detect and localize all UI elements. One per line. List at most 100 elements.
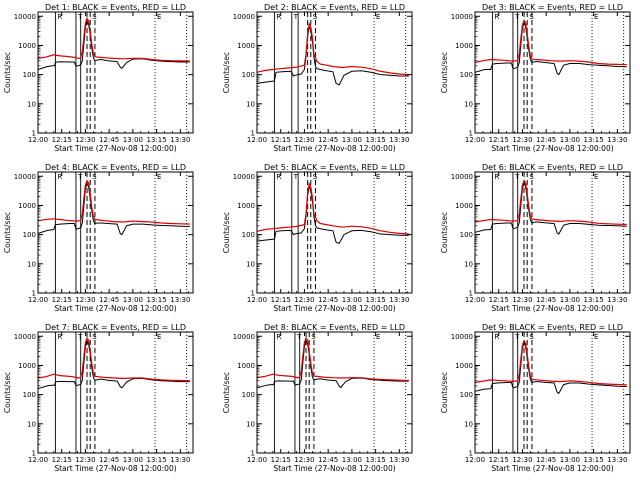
x-axis-label: Start Time (27-Nov-08 12:00:00)	[54, 304, 176, 313]
x-tick-label: 12:30	[512, 136, 532, 144]
x-tick-label: 12:45	[318, 456, 338, 464]
x-tick-label: 12:30	[294, 296, 314, 304]
marker-e: E	[376, 333, 380, 341]
y-tick-label: 100	[460, 231, 473, 239]
y-axis-label: Counts/sec	[3, 212, 12, 253]
y-axis-label: Counts/sec	[440, 372, 449, 413]
y-tick-label: 100	[242, 391, 255, 399]
plot-frame	[37, 171, 194, 294]
y-tick-label: 1000	[455, 42, 473, 50]
x-tick-label: 13:15	[366, 456, 386, 464]
x-axis-label: Start Time (27-Nov-08 12:00:00)	[273, 464, 395, 473]
chart-title: Det 6: BLACK = Events, RED = LLD	[482, 163, 623, 172]
y-axis-label: Counts/sec	[222, 52, 231, 93]
marker-r: R	[276, 13, 281, 21]
x-tick-label: 13:15	[147, 296, 167, 304]
chart-panel-5: R T S E 12:00 12:15 12:30 12:45 13:00 13:15 13:30 1…	[222, 163, 413, 313]
plot-frame	[474, 171, 631, 294]
marker-t: T	[514, 333, 520, 341]
chart-panel-4: R T S E 12:00 12:15 12:30 12:45 13:00 13:15 13:30 1…	[3, 163, 194, 313]
marker-s: S	[529, 333, 534, 341]
x-tick-label: 12:00	[465, 136, 485, 144]
x-tick-label: 13:30	[170, 456, 190, 464]
chart-title: Det 4: BLACK = Events, RED = LLD	[45, 163, 186, 172]
x-tick-label: 13:00	[123, 456, 143, 464]
y-tick-label: 1	[32, 130, 36, 138]
marker-s: S	[92, 173, 97, 181]
chart-title: Det 8: BLACK = Events, RED = LLD	[264, 323, 405, 332]
marker-t: T	[296, 333, 302, 341]
y-tick-label: 10000	[233, 333, 255, 341]
y-axis-label: Counts/sec	[440, 52, 449, 93]
x-tick-label: 12:00	[28, 296, 48, 304]
y-tick-label: 1	[251, 130, 255, 138]
marker-t: T	[293, 13, 299, 21]
chart-title: Det 3: BLACK = Events, RED = LLD	[482, 3, 623, 12]
x-tick-label: 13:00	[123, 296, 143, 304]
series-lld	[256, 336, 409, 382]
chart-panel-7: R T S E 12:00 12:15 12:30 12:45 13:00 13:15 13:30 1…	[3, 323, 194, 473]
chart-panel-6: R T S E 12:00 12:15 12:30 12:45 13:00 13:15 13:30 1…	[440, 163, 631, 313]
x-tick-label: 12:15	[489, 456, 509, 464]
series-lld	[474, 19, 627, 66]
y-tick-label: 100	[242, 71, 255, 79]
y-tick-label: 100	[23, 71, 36, 79]
y-tick-label: 10	[246, 420, 255, 428]
marker-t: T	[77, 333, 83, 341]
x-tick-label: 12:00	[247, 296, 267, 304]
chart-title: Det 2: BLACK = Events, RED = LLD	[264, 3, 405, 12]
chart-panel-3: R T S E 12:00 12:15 12:30 12:45 13:00 13:15 13:30 1…	[440, 3, 631, 153]
y-tick-label: 1000	[237, 42, 255, 50]
marker-e: E	[594, 173, 598, 181]
plot-frame	[256, 331, 413, 454]
x-tick-label: 13:30	[389, 296, 409, 304]
x-tick-label: 12:45	[536, 296, 556, 304]
y-axis-label: Counts/sec	[222, 372, 231, 413]
x-tick-label: 13:00	[342, 456, 362, 464]
y-tick-label: 100	[23, 231, 36, 239]
x-tick-label: 12:30	[294, 136, 314, 144]
y-tick-label: 10	[464, 260, 473, 268]
x-axis-label: Start Time (27-Nov-08 12:00:00)	[491, 144, 613, 153]
marker-e: E	[157, 173, 161, 181]
marker-s: S	[92, 13, 97, 21]
marker-s: S	[311, 333, 316, 341]
x-tick-label: 12:15	[271, 296, 291, 304]
chart-panel-9: R T S E 12:00 12:15 12:30 12:45 13:00 13:15 13:30 1…	[440, 323, 631, 473]
y-tick-label: 10	[27, 100, 36, 108]
x-tick-label: 12:45	[99, 456, 119, 464]
x-tick-label: 12:45	[536, 456, 556, 464]
chart-panel-1: R T S E 12:00 12:15 12:30 12:45 13:00 13:15 13:30 1…	[3, 3, 194, 153]
x-tick-label: 12:00	[28, 456, 48, 464]
x-tick-label: 12:15	[489, 136, 509, 144]
y-tick-label: 1000	[455, 362, 473, 370]
chart-title: Det 5: BLACK = Events, RED = LLD	[264, 163, 405, 172]
marker-t: T	[293, 173, 299, 181]
series-lld	[474, 339, 627, 386]
y-axis-label: Counts/sec	[222, 212, 231, 253]
chart-panel-2: R T S E 12:00 12:15 12:30 12:45 13:00 13:15 13:30 1…	[222, 3, 413, 153]
x-tick-label: 12:15	[52, 296, 72, 304]
x-tick-label: 12:15	[271, 136, 291, 144]
y-tick-label: 10	[464, 420, 473, 428]
plot-frame	[474, 331, 631, 454]
marker-s: S	[529, 173, 534, 181]
x-tick-label: 13:30	[607, 296, 627, 304]
x-axis-label: Start Time (27-Nov-08 12:00:00)	[54, 144, 176, 153]
y-tick-label: 100	[460, 391, 473, 399]
y-tick-label: 10	[464, 100, 473, 108]
x-tick-label: 13:15	[584, 456, 604, 464]
y-tick-label: 10000	[233, 173, 255, 181]
marker-r: R	[494, 13, 499, 21]
x-tick-label: 12:00	[247, 456, 267, 464]
marker-e: E	[594, 13, 598, 21]
x-tick-label: 12:30	[75, 296, 95, 304]
y-tick-label: 1	[469, 450, 473, 458]
x-tick-label: 13:00	[560, 136, 580, 144]
y-tick-label: 10000	[14, 13, 36, 21]
series-lld	[256, 21, 409, 76]
x-axis-label: Start Time (27-Nov-08 12:00:00)	[54, 464, 176, 473]
marker-e: E	[376, 173, 380, 181]
